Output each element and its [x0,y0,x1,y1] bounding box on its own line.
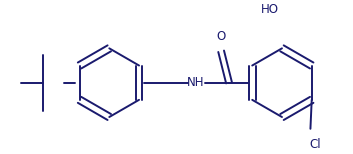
Text: O: O [216,30,226,43]
Text: NH: NH [187,76,204,89]
Text: HO: HO [261,3,279,16]
Text: Cl: Cl [310,138,321,151]
